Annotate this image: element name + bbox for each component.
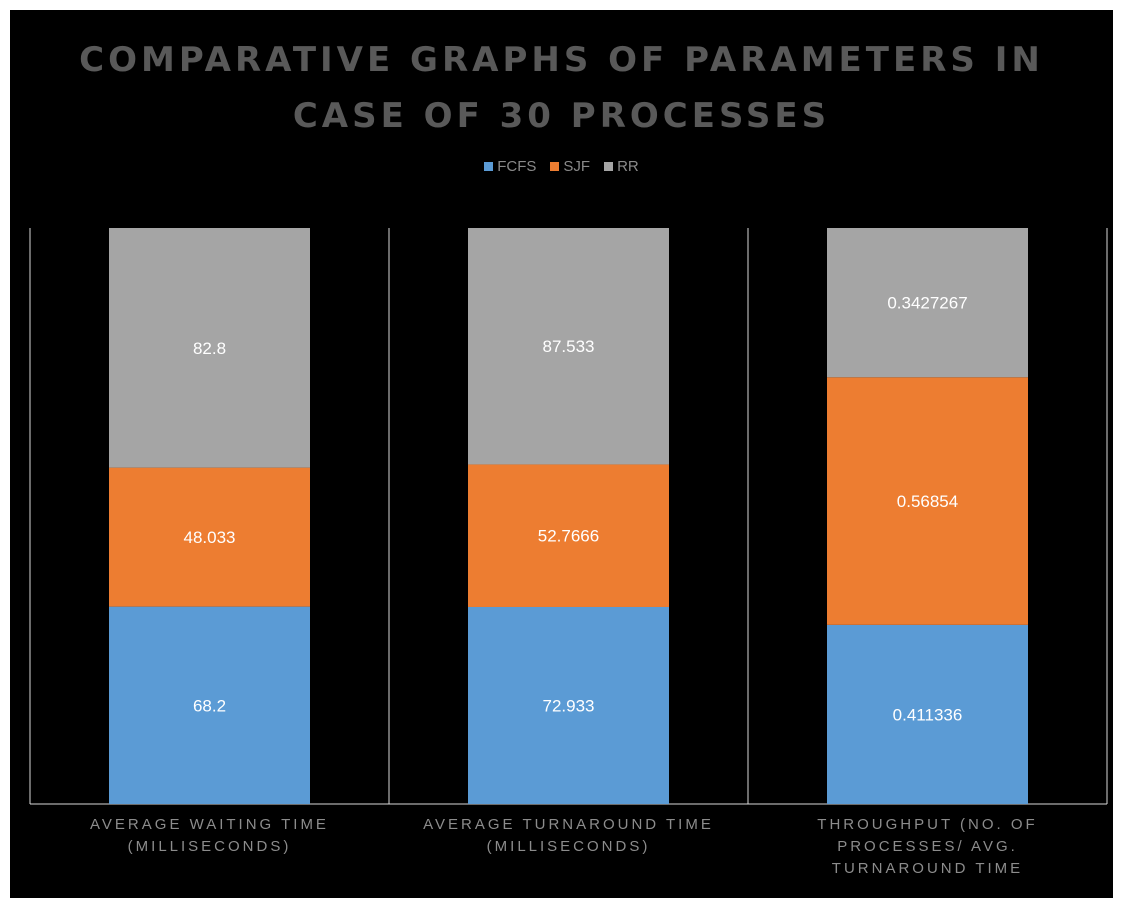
legend-label-fcfs: FCFS <box>497 158 537 175</box>
chart-title: COMPARATIVE GRAPHS OF PARAMETERS IN CASE… <box>10 32 1113 144</box>
category-label-line: (MILLISECONDS) <box>127 838 292 855</box>
legend-item-rr: RR <box>604 158 639 175</box>
data-label-rr-3: 0.3427267 <box>887 294 967 313</box>
data-label-fcfs-1: 68.2 <box>193 696 226 715</box>
bar-fcfs-2 <box>468 606 669 804</box>
chart-area: COMPARATIVE GRAPHS OF PARAMETERS IN CASE… <box>10 10 1113 898</box>
category-label-line: AVERAGE TURNAROUND TIME <box>423 816 714 833</box>
category-label-line: AVERAGE WAITING TIME <box>90 816 329 833</box>
category-label-1: AVERAGE WAITING TIME (MILLISECONDS) <box>45 814 375 858</box>
data-label-sjf-1: 48.033 <box>184 528 236 547</box>
category-label-3: THROUGHPUT (NO. OF PROCESSES/ AVG. TURNARO… <box>763 814 1093 880</box>
bar-rr-1 <box>109 228 310 468</box>
category-label-line: TURNAROUND TIME <box>831 860 1024 877</box>
data-label-sjf-3: 0.56854 <box>897 492 958 511</box>
legend-swatch-fcfs <box>484 162 494 171</box>
bar-sjf-1 <box>109 467 310 607</box>
bar-fcfs-1 <box>109 606 310 804</box>
plot-area: 68.2 48.033 82.8 72.933 52.7666 87.533 0.41133… <box>29 228 1108 805</box>
category-label-2: AVERAGE TURNAROUND TIME (MILLISECONDS) <box>404 814 734 858</box>
legend-item-sjf: SJF <box>550 158 590 175</box>
legend-label-sjf: SJF <box>563 158 591 175</box>
data-label-sjf-2: 52.7666 <box>538 527 599 546</box>
legend-label-rr: RR <box>617 158 639 175</box>
data-label-rr-2: 87.533 <box>543 337 595 356</box>
bar-sjf-2 <box>468 464 669 607</box>
bar-sjf-3 <box>827 377 1028 625</box>
chart-legend: FCFS SJF RR <box>10 158 1113 175</box>
bar-rr-2 <box>468 228 669 465</box>
data-label-fcfs-2: 72.933 <box>543 696 595 715</box>
chart-title-line-2: CASE OF 30 PROCESSES <box>292 96 831 136</box>
category-label-line: PROCESSES/ AVG. <box>837 838 1018 855</box>
data-label-rr-1: 82.8 <box>193 339 226 358</box>
bar-fcfs-3 <box>827 624 1028 804</box>
legend-swatch-rr <box>604 162 614 171</box>
data-label-fcfs-3: 0.411336 <box>893 705 963 724</box>
chart-title-line-1: COMPARATIVE GRAPHS OF PARAMETERS IN <box>79 40 1044 80</box>
legend-swatch-sjf <box>550 162 560 171</box>
legend-item-fcfs: FCFS <box>484 158 536 175</box>
category-label-line: THROUGHPUT (NO. OF <box>817 816 1038 833</box>
bar-rr-3 <box>827 228 1028 378</box>
category-label-line: (MILLISECONDS) <box>486 838 651 855</box>
